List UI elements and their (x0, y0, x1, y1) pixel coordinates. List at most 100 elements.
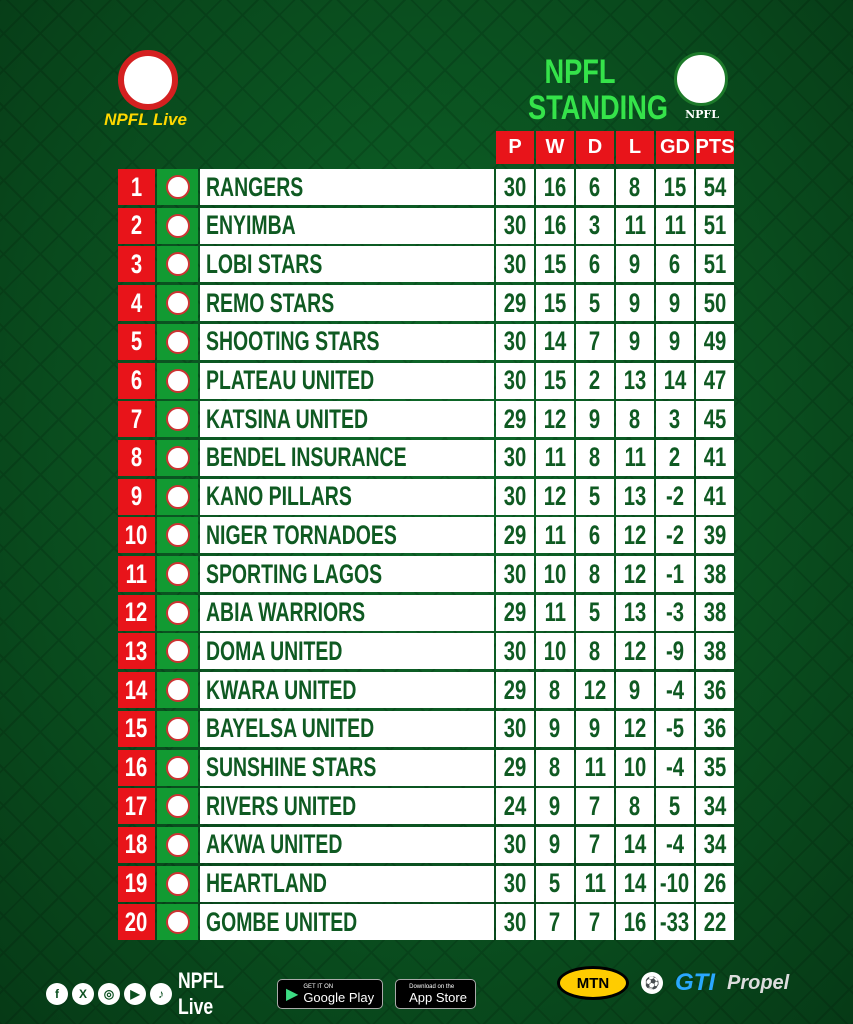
stat-d-cell: 2 (576, 362, 614, 399)
title-line1: NPFL (544, 53, 616, 91)
rank-cell-text: 17 (125, 790, 148, 821)
stat-d-cell: 6 (576, 169, 614, 205)
gti-logo: GTI (675, 969, 715, 996)
app-store-button[interactable]: Download on the App Store (395, 979, 476, 1009)
instagram-icon[interactable]: ◎ (98, 983, 120, 1005)
stat-d-cell-text: 8 (589, 558, 601, 589)
stat-d-cell-text: 9 (589, 403, 601, 434)
stat-p-cell: 24 (496, 788, 534, 825)
team-crest (157, 517, 198, 554)
stat-p-cell: 30 (496, 633, 534, 670)
stat-p-cell: 30 (496, 904, 534, 941)
team-crest (157, 207, 198, 244)
stat-p-cell-text: 30 (503, 248, 527, 279)
stat-p-cell-text: 29 (503, 752, 527, 782)
stat-w-cell-text: 9 (549, 713, 561, 744)
column-header-gd: GD (656, 131, 694, 164)
stat-l-cell-text: 14 (623, 829, 647, 860)
rank-cell-text: 10 (125, 519, 148, 550)
stat-w-cell-text: 12 (543, 403, 567, 434)
npfl-small-logo: ⚽ (641, 972, 663, 994)
stat-gd-cell: -1 (656, 556, 694, 592)
stat-p-cell-text: 30 (503, 558, 527, 589)
stat-gd-cell-text: 5 (669, 790, 681, 821)
rank-cell-text: 15 (125, 713, 148, 744)
stat-p-cell-text: 30 (503, 635, 527, 666)
stat-d-cell: 8 (576, 556, 614, 592)
rank-cell: 11 (118, 556, 155, 592)
facebook-icon[interactable]: f (46, 983, 68, 1005)
club-crest-icon (165, 484, 190, 509)
stat-gd-cell: -2 (656, 478, 694, 515)
stat-p-cell-text: 30 (503, 442, 527, 473)
stat-pts-cell: 49 (696, 323, 734, 360)
club-crest-icon (165, 600, 190, 625)
stat-w-cell: 16 (536, 207, 574, 244)
team-name-cell-text: RANGERS (206, 171, 304, 202)
stat-d-cell: 7 (576, 904, 614, 941)
stat-gd-cell-text: -5 (665, 713, 684, 744)
stat-pts-cell-text: 38 (703, 558, 727, 589)
youtube-icon[interactable]: ▶ (124, 983, 146, 1005)
stat-gd-cell: -10 (656, 865, 694, 902)
stat-l-cell-text: 13 (623, 597, 647, 628)
stat-gd-cell-text: -2 (665, 481, 684, 512)
stat-pts-cell-text: 51 (703, 248, 727, 279)
stat-pts-cell: 36 (696, 710, 734, 747)
google-small: GET IT ON (303, 983, 334, 990)
team-crest (157, 285, 198, 322)
stat-d-cell-text: 6 (589, 248, 601, 279)
stat-gd-cell: 5 (656, 788, 694, 825)
stat-pts-cell-text: 38 (703, 597, 727, 628)
stat-w-cell: 8 (536, 672, 574, 709)
stat-l-cell: 8 (616, 788, 654, 825)
stat-pts-cell-text: 22 (703, 906, 727, 937)
google-play-button[interactable]: ▶ GET IT ON Google Play (277, 979, 384, 1009)
stat-l-cell: 11 (616, 439, 654, 476)
stat-p-cell-text: 29 (503, 597, 527, 628)
stat-pts-cell-text: 34 (703, 790, 727, 821)
x-icon[interactable]: X (72, 983, 94, 1005)
team-name-cell: DOMA UNITED (200, 633, 494, 670)
stat-w-cell: 15 (536, 362, 574, 399)
stat-pts-cell: 34 (696, 826, 734, 863)
column-header-l: L (616, 131, 654, 164)
stat-d-cell: 7 (576, 323, 614, 360)
npfl-badge: NPFL (658, 32, 746, 124)
stat-d-cell-text: 7 (589, 326, 601, 357)
rank-cell: 16 (118, 749, 155, 786)
rank-cell: 6 (118, 362, 155, 399)
stat-w-cell: 11 (536, 517, 574, 554)
stat-gd-cell-text: 6 (669, 248, 681, 279)
stat-p-cell-text: 24 (503, 790, 527, 821)
play-icon: ▶ (286, 986, 299, 1003)
team-name-cell-text: SHOOTING STARS (206, 326, 380, 357)
stat-p-cell: 30 (496, 169, 534, 205)
team-crest (157, 826, 198, 863)
team-name-cell: ABIA WARRIORS (200, 594, 494, 631)
column-header-d: D (576, 131, 614, 164)
stat-w-cell: 10 (536, 633, 574, 670)
stat-p-cell-text: 30 (503, 906, 527, 937)
team-crest (157, 749, 198, 786)
rank-cell-text: 6 (130, 365, 143, 395)
stat-p-cell-text: 30 (503, 210, 527, 241)
rank-cell: 19 (118, 865, 155, 902)
stat-gd-cell-text: -4 (665, 674, 684, 705)
team-crest (157, 401, 198, 438)
rank-cell-text: 4 (130, 287, 143, 318)
team-name-cell: PLATEAU UNITED (200, 362, 494, 399)
stat-l-cell: 12 (616, 517, 654, 554)
club-crest-icon (165, 562, 190, 586)
stat-l-cell: 13 (616, 478, 654, 515)
stat-gd-cell-text: -2 (665, 519, 684, 550)
stat-l-cell-text: 13 (623, 481, 647, 512)
stat-l-cell: 12 (616, 556, 654, 592)
club-crest-icon (165, 213, 190, 238)
stat-gd-cell-text: -4 (665, 829, 684, 860)
stat-gd-cell-text: -9 (665, 635, 684, 666)
tiktok-icon[interactable]: ♪ (150, 983, 172, 1005)
stat-pts-cell: 39 (696, 517, 734, 554)
stat-pts-cell-text: 54 (703, 171, 727, 202)
stat-pts-cell-text: 45 (703, 403, 727, 434)
